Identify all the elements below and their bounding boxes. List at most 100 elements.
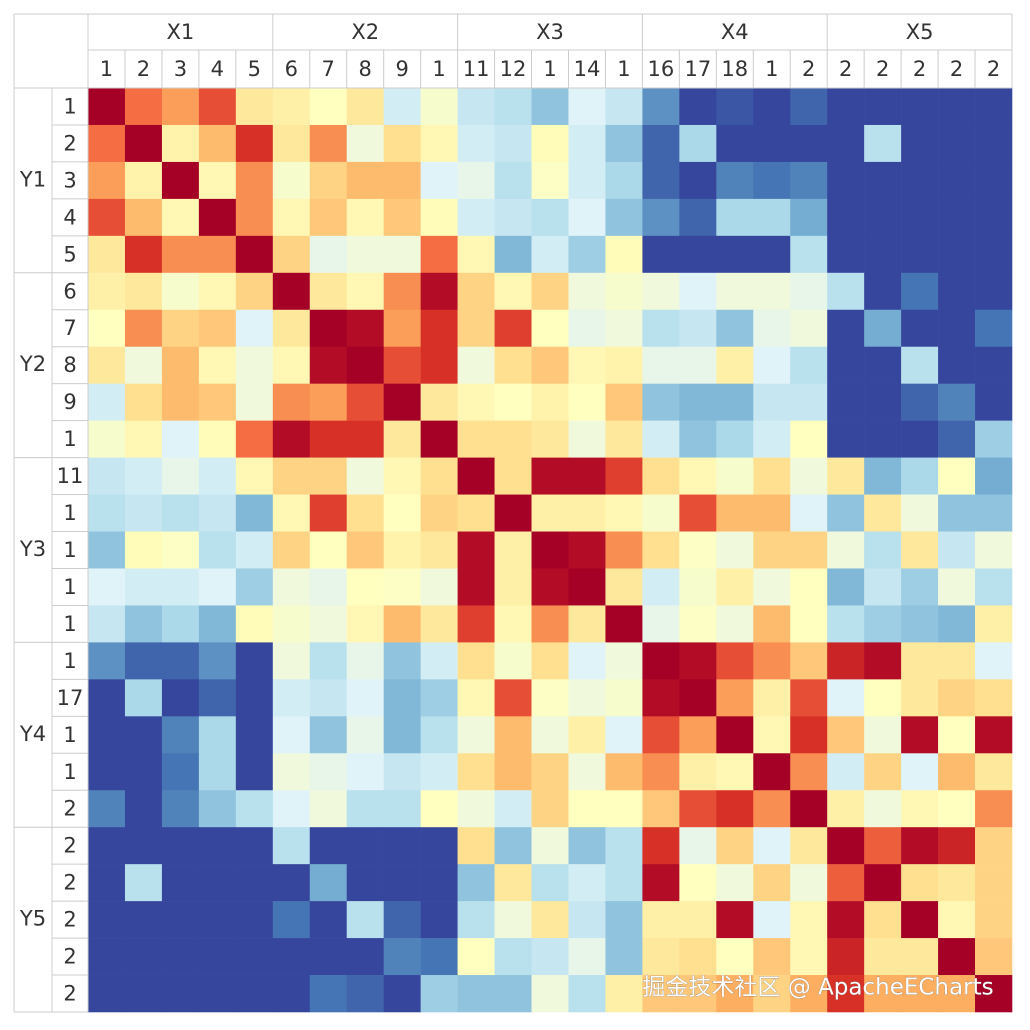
cell (531, 420, 569, 458)
cell (605, 901, 643, 939)
cell (605, 531, 643, 569)
cell (827, 716, 865, 754)
cell (124, 975, 163, 1013)
cell (235, 716, 274, 754)
cell (716, 938, 754, 976)
cell (88, 124, 126, 163)
cell (88, 272, 126, 311)
cell (198, 124, 237, 163)
cell (975, 346, 1013, 384)
cell (790, 864, 828, 902)
cell (753, 457, 791, 495)
cell (88, 457, 126, 495)
cell (161, 790, 200, 828)
cell (679, 198, 717, 237)
cell (679, 864, 717, 902)
cell (568, 198, 606, 237)
cell (272, 420, 311, 458)
cell (531, 235, 569, 274)
cell (753, 975, 791, 1013)
cell (531, 309, 569, 348)
cell (309, 494, 348, 532)
cell (753, 235, 791, 274)
cell (124, 679, 163, 717)
cell (272, 272, 311, 311)
cell (975, 272, 1013, 311)
cell (716, 494, 754, 532)
cell (568, 753, 606, 791)
cell (827, 938, 865, 976)
x-tick-label: 6 (285, 57, 298, 81)
cell (679, 531, 717, 569)
cell (383, 642, 421, 680)
cell (642, 346, 680, 384)
cell (901, 161, 939, 200)
cell (383, 716, 421, 754)
cell (864, 346, 902, 384)
cell (457, 531, 495, 569)
cell (790, 420, 828, 458)
cell (346, 457, 384, 495)
cell (309, 938, 348, 976)
cell (235, 420, 274, 458)
cell (161, 272, 200, 311)
cell (198, 753, 237, 791)
cell (938, 938, 976, 976)
cell (790, 309, 828, 348)
cell (272, 235, 311, 274)
cell (531, 531, 569, 569)
cell (161, 864, 200, 902)
cell (864, 975, 902, 1013)
cell (753, 827, 791, 865)
cell (716, 716, 754, 754)
cell (901, 494, 939, 532)
cell (753, 346, 791, 384)
cell (975, 901, 1013, 939)
cell (494, 346, 532, 384)
cell (457, 679, 495, 717)
y-tick-label: 1 (63, 427, 76, 451)
cell (938, 864, 976, 902)
cell (605, 827, 643, 865)
cell (88, 346, 126, 384)
x-group-label: X3 (536, 20, 564, 44)
cell (790, 494, 828, 532)
x-tick-label: 1 (100, 57, 113, 81)
cell (88, 753, 126, 791)
cell (975, 975, 1013, 1013)
cell (235, 494, 274, 532)
cell (568, 679, 606, 717)
cell (642, 901, 680, 939)
cell (679, 568, 717, 606)
cell (383, 531, 421, 569)
cell (642, 605, 680, 643)
cell (753, 272, 791, 311)
cell (272, 494, 311, 532)
cell (420, 605, 458, 643)
x-tick-label: 2 (802, 57, 815, 81)
cell (642, 716, 680, 754)
cell (88, 161, 126, 200)
cell (679, 161, 717, 200)
cell (88, 827, 126, 865)
cell (272, 864, 311, 902)
cell (235, 383, 274, 421)
cell (346, 716, 384, 754)
cell (975, 679, 1013, 717)
cell (383, 420, 421, 458)
cell (346, 790, 384, 828)
cell (901, 420, 939, 458)
cell (124, 642, 163, 680)
cell (901, 235, 939, 274)
x-tick-label: 5 (248, 57, 261, 81)
y-tick-label: 1 (63, 575, 76, 599)
cell (420, 88, 458, 126)
x-tick-label: 7 (322, 57, 335, 81)
cell (827, 88, 865, 126)
cell (457, 124, 495, 163)
cell (568, 716, 606, 754)
cell (88, 642, 126, 680)
cell (531, 124, 569, 163)
y-tick-label: 1 (63, 723, 76, 747)
cell (679, 679, 717, 717)
